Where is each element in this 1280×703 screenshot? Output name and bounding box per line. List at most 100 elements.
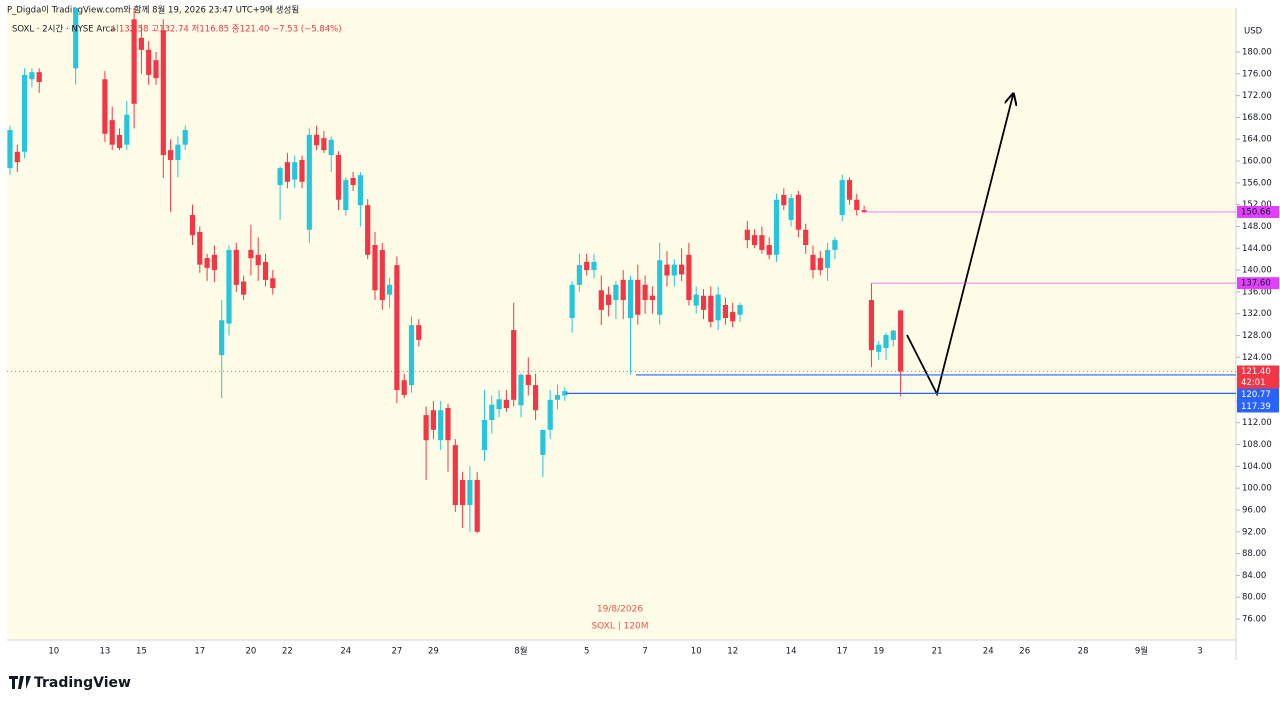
logo-mark — [9, 676, 31, 689]
x-tick-label: 8월 — [514, 646, 527, 657]
candle-body — [744, 229, 750, 241]
candle-body — [452, 445, 458, 506]
candle-body — [810, 254, 816, 271]
candle-body — [496, 399, 502, 410]
candle-body — [401, 380, 407, 395]
watermark-date: 19/8/2026 — [597, 605, 643, 615]
candle-body — [204, 258, 210, 268]
candle-body — [233, 249, 239, 285]
candle-body — [533, 385, 539, 411]
x-tick-label: 19 — [873, 647, 884, 657]
candle-body — [277, 168, 283, 186]
candle-body — [328, 139, 334, 156]
y-tick-label: 144.00 — [1242, 244, 1272, 254]
y-tick-label: 168.00 — [1242, 113, 1272, 123]
x-tick-label: 20 — [245, 647, 256, 657]
candle-body — [226, 249, 232, 324]
candle-body — [241, 281, 247, 295]
price-label-box — [1237, 205, 1279, 218]
candle-body — [554, 394, 561, 400]
candle-body — [613, 284, 619, 301]
candle-body — [73, 8, 79, 69]
candle-body — [102, 79, 108, 134]
price-label: 150.66 — [1241, 207, 1271, 217]
x-tick-label: 26 — [1019, 647, 1030, 657]
candle-body — [467, 479, 473, 506]
candle-body — [335, 155, 342, 200]
logo: TradingView — [9, 675, 131, 691]
candle-body — [423, 415, 429, 441]
candle-body — [357, 175, 363, 206]
y-tick-label: 100.00 — [1242, 484, 1272, 494]
price-label: 137.60 — [1241, 279, 1271, 289]
candle-body — [314, 134, 320, 146]
candle-body — [766, 245, 772, 255]
y-tick-label: 88.00 — [1242, 549, 1266, 559]
price-label: 117.39 — [1241, 402, 1271, 412]
candle-body — [671, 264, 677, 276]
x-tick-label: 14 — [786, 647, 797, 657]
y-tick-label: 124.00 — [1242, 353, 1272, 363]
price-label-box — [1237, 365, 1279, 389]
candle-body — [715, 294, 721, 321]
x-tick-label: 7 — [642, 647, 647, 657]
x-tick-label: 3 — [1197, 647, 1202, 657]
caption: P_Digda이 TradingView.com와 함께 8월 19, 2026… — [7, 5, 299, 16]
candle-body — [460, 479, 466, 506]
candle-body — [489, 404, 495, 421]
y-tick-label: 108.00 — [1242, 440, 1272, 450]
candle-body — [525, 374, 531, 386]
price-label: 120.77 — [1241, 390, 1271, 400]
candle-body — [387, 284, 393, 295]
x-tick-label: 13 — [99, 647, 110, 657]
x-tick-label: 10 — [48, 647, 59, 657]
candle-body — [343, 180, 349, 211]
y-tick-label: 104.00 — [1242, 462, 1272, 472]
candle-body — [890, 330, 896, 340]
candle-body — [481, 420, 488, 450]
candle-body — [7, 129, 13, 169]
candle-body — [197, 231, 203, 265]
candle-body — [211, 254, 217, 271]
projection-arrow — [906, 95, 1013, 397]
x-tick-label: 10 — [691, 647, 702, 657]
candle-body — [861, 210, 867, 212]
candle-body — [430, 410, 436, 430]
candle-body — [795, 194, 801, 230]
plot-background — [7, 8, 1236, 640]
y-tick-label: 96.00 — [1242, 505, 1266, 515]
y-tick-label: 156.00 — [1242, 178, 1272, 188]
y-tick-label: 84.00 — [1242, 571, 1266, 581]
candle-body — [846, 180, 853, 200]
y-tick-label: 132.00 — [1242, 309, 1272, 319]
candle-body — [686, 254, 692, 301]
x-tick-label: 29 — [428, 647, 439, 657]
candle-body — [788, 198, 794, 220]
candle-body — [664, 264, 670, 276]
candle-body — [854, 199, 860, 211]
ohlc-legend: 시132.58 고132.74 저116.85 종121.40 −7.53 (−… — [111, 25, 342, 35]
candle-body — [730, 312, 736, 322]
candle-body — [438, 410, 444, 441]
candle-body — [153, 60, 159, 79]
candle-body — [350, 177, 356, 186]
x-tick-label: 24 — [983, 647, 994, 657]
x-tick-label: 15 — [136, 647, 147, 657]
candle-body — [270, 278, 276, 289]
candle-body — [116, 134, 123, 148]
candle-body — [657, 260, 663, 315]
candle-body — [598, 290, 604, 310]
price-label-box — [1237, 388, 1279, 401]
candle-body — [781, 194, 787, 206]
candle-body — [569, 284, 575, 319]
candle-body — [22, 74, 28, 152]
candle-body — [606, 294, 612, 305]
candle-body — [131, 19, 137, 104]
candle-body — [160, 30, 166, 156]
candle-body — [408, 325, 415, 386]
watermark-symbol: SOXL | 120M — [591, 622, 648, 632]
candle-body — [503, 399, 509, 409]
candles — [7, 8, 904, 534]
candle-body — [620, 279, 626, 301]
y-tick-label: 92.00 — [1242, 527, 1266, 537]
